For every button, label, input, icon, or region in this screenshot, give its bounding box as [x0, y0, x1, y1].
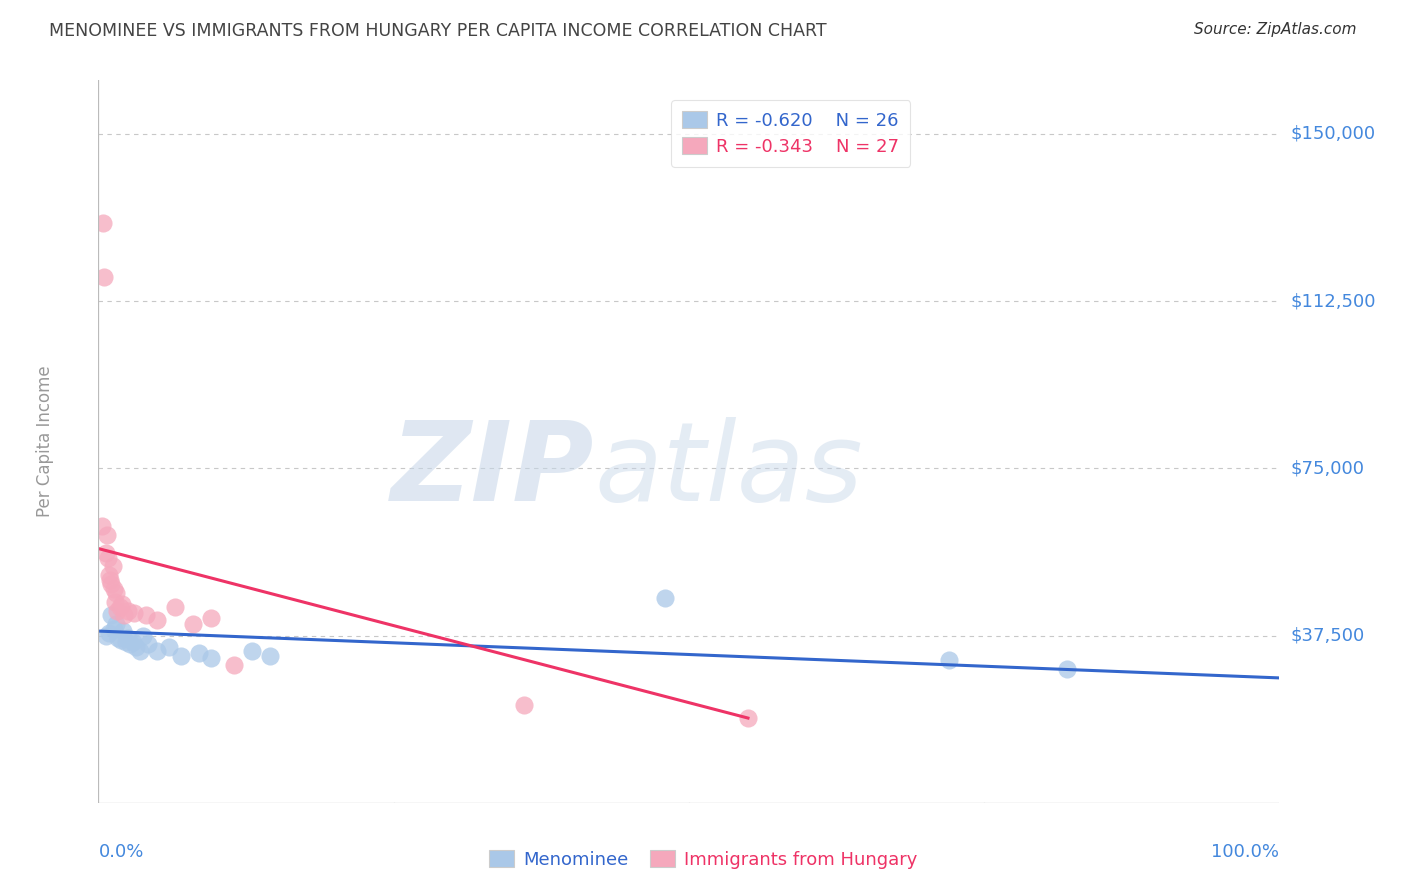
Point	[1056, 662, 1078, 676]
Point	[200, 611, 222, 625]
Point	[117, 604, 139, 618]
Point	[111, 598, 134, 612]
Point	[101, 559, 124, 574]
Point	[120, 637, 142, 651]
Text: 0.0%: 0.0%	[98, 843, 143, 861]
Point	[103, 582, 125, 596]
Text: ZIP: ZIP	[391, 417, 595, 524]
Text: 100.0%: 100.0%	[1212, 843, 1279, 861]
Text: MENOMINEE VS IMMIGRANTS FROM HUNGARY PER CAPITA INCOME CORRELATION CHART: MENOMINEE VS IMMIGRANTS FROM HUNGARY PER…	[49, 22, 827, 40]
Text: $37,500: $37,500	[1291, 626, 1365, 645]
Point	[107, 631, 129, 645]
Point	[938, 653, 960, 667]
Point	[240, 644, 263, 658]
Point	[125, 640, 148, 654]
Point	[91, 216, 114, 230]
Point	[91, 519, 114, 533]
Text: Per Capita Income: Per Capita Income	[37, 366, 55, 517]
Point	[112, 608, 135, 623]
Point	[132, 628, 155, 642]
Point	[117, 631, 139, 645]
Point	[135, 608, 157, 623]
Text: Source: ZipAtlas.com: Source: ZipAtlas.com	[1194, 22, 1357, 37]
Point	[105, 617, 128, 632]
Point	[146, 644, 169, 658]
Point	[512, 698, 534, 712]
Point	[110, 633, 132, 648]
Legend: Menominee, Immigrants from Hungary: Menominee, Immigrants from Hungary	[481, 843, 925, 876]
Point	[93, 269, 115, 284]
Point	[128, 644, 150, 658]
Point	[98, 573, 121, 587]
Text: $150,000: $150,000	[1291, 125, 1375, 143]
Point	[105, 586, 128, 600]
Point	[170, 648, 193, 663]
Point	[108, 599, 131, 614]
Point	[96, 528, 118, 542]
Point	[187, 646, 209, 660]
Point	[114, 635, 136, 649]
Point	[121, 635, 143, 649]
Point	[94, 628, 117, 642]
Point	[165, 599, 187, 614]
Point	[112, 624, 135, 639]
Point	[200, 651, 222, 665]
Point	[98, 626, 121, 640]
Point	[98, 568, 121, 582]
Point	[105, 604, 128, 618]
Legend: R = -0.620    N = 26, R = -0.343    N = 27: R = -0.620 N = 26, R = -0.343 N = 27	[671, 100, 910, 167]
Point	[136, 637, 159, 651]
Point	[146, 613, 169, 627]
Point	[259, 648, 281, 663]
Point	[94, 546, 117, 560]
Point	[157, 640, 180, 654]
Point	[103, 622, 125, 636]
Point	[654, 591, 676, 605]
Text: $75,000: $75,000	[1291, 459, 1365, 477]
Text: atlas: atlas	[595, 417, 863, 524]
Point	[122, 607, 145, 621]
Point	[97, 550, 120, 565]
Point	[104, 595, 127, 609]
Point	[100, 608, 122, 623]
Point	[181, 617, 204, 632]
Point	[737, 711, 759, 725]
Point	[224, 657, 246, 672]
Point	[100, 577, 122, 591]
Text: $112,500: $112,500	[1291, 292, 1376, 310]
